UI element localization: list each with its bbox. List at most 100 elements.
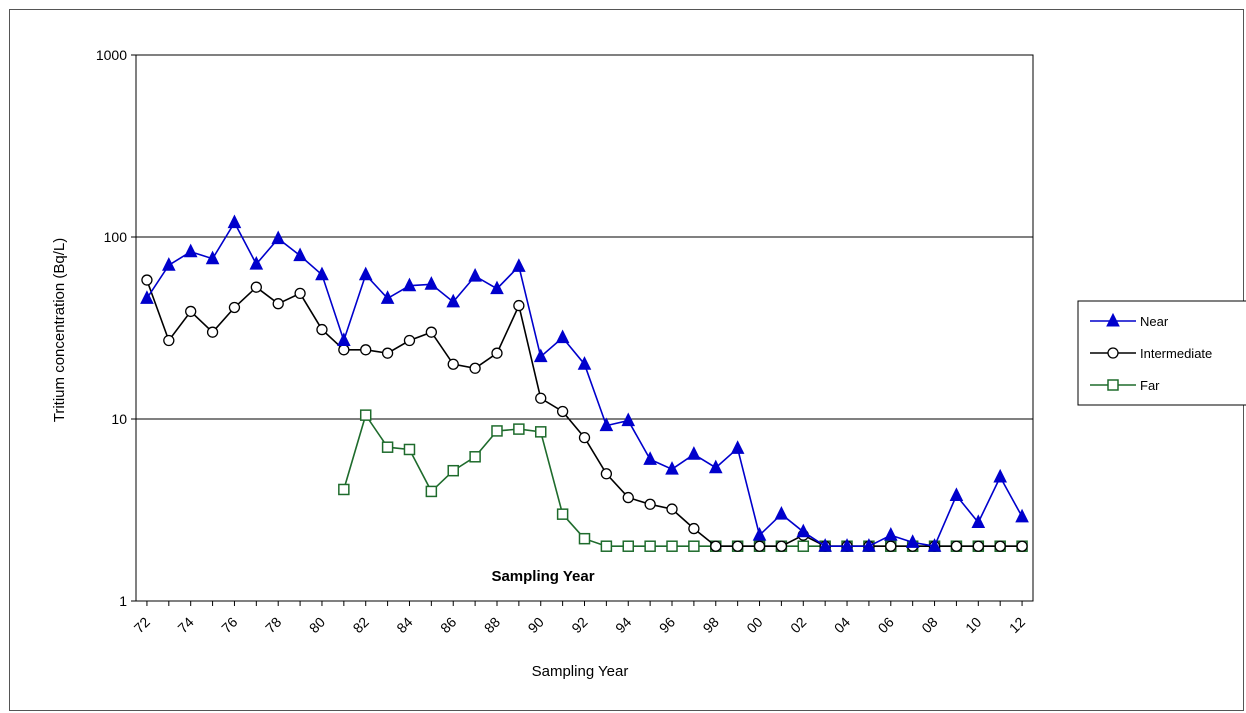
marker-near [446, 293, 461, 308]
marker-far [644, 540, 656, 552]
legend-entry-intermediate: Intermediate [1090, 346, 1212, 361]
marker-near [971, 514, 986, 528]
marker-near [337, 332, 351, 346]
marker-far [513, 423, 525, 435]
marker-intermediate [425, 326, 438, 338]
marker-near [905, 534, 920, 548]
series-intermediate [141, 274, 1028, 552]
marker-intermediate [163, 334, 175, 347]
x-tick-label: 92 [568, 614, 590, 636]
marker-near [249, 255, 264, 270]
marker-far [469, 451, 481, 463]
marker-intermediate [360, 344, 372, 356]
x-tick-label: 04 [831, 614, 853, 636]
marker-far [556, 508, 569, 520]
x-tick-label: 90 [525, 614, 547, 636]
marker-near [818, 538, 832, 552]
marker-near [862, 538, 876, 552]
marker-near [315, 266, 329, 281]
marker-intermediate [972, 540, 984, 552]
marker-far [381, 441, 394, 453]
marker-intermediate [469, 362, 481, 374]
marker-near [162, 257, 176, 271]
legend-label: Near [1140, 314, 1169, 329]
marker-near [621, 412, 636, 427]
x-tick-label: 80 [306, 614, 328, 636]
x-tick-label: 88 [481, 614, 503, 636]
x-tick-label: 10 [962, 614, 984, 636]
marker-near [140, 290, 154, 304]
marker-intermediate [885, 540, 897, 552]
marker-intermediate [578, 431, 591, 444]
marker-far [622, 540, 635, 552]
marker-intermediate [250, 281, 262, 293]
y-tick-label: 10 [111, 411, 127, 427]
plot-area-border [135, 54, 1034, 602]
marker-near [358, 266, 373, 281]
x-tick-label: 82 [350, 614, 372, 636]
series-near [140, 214, 1029, 552]
chart-frame [9, 9, 1244, 711]
marker-near [840, 538, 854, 552]
x-tick-label: 86 [437, 614, 459, 636]
x-tick-label: 02 [787, 614, 809, 636]
y-tick-label: 1000 [96, 47, 127, 63]
marker-near [555, 329, 570, 344]
marker-intermediate [1107, 347, 1119, 359]
marker-intermediate [950, 540, 963, 552]
marker-far [534, 426, 547, 438]
marker-far [797, 540, 810, 552]
marker-intermediate [403, 334, 416, 347]
marker-near [183, 243, 198, 258]
marker-intermediate [731, 540, 744, 552]
marker-far [688, 540, 700, 552]
x-tick-label: 94 [612, 614, 634, 636]
marker-far [425, 485, 438, 498]
marker-far [359, 409, 372, 421]
x-tick-label: 84 [393, 614, 415, 636]
marker-intermediate [141, 274, 153, 286]
marker-intermediate [272, 298, 284, 310]
marker-far [403, 443, 416, 456]
axes [131, 54, 1023, 606]
marker-near [468, 267, 482, 282]
marker-near [993, 468, 1007, 483]
marker-near [380, 290, 395, 304]
marker-intermediate [666, 503, 678, 515]
marker-intermediate [381, 347, 394, 359]
legend-entry-near: Near [1090, 312, 1169, 329]
legend: Near Intermediate Far [1077, 300, 1246, 406]
marker-near [577, 356, 592, 370]
marker-intermediate [294, 287, 306, 300]
marker-near [512, 258, 526, 272]
marker-near [949, 487, 964, 501]
series-line-intermediate [146, 279, 1023, 548]
marker-near [883, 527, 898, 541]
x-tick-label: 12 [1006, 614, 1028, 636]
x-tick-label: 00 [743, 614, 765, 636]
marker-near [271, 230, 286, 245]
marker-intermediate [994, 540, 1006, 552]
marker-intermediate [688, 522, 700, 535]
marker-near [665, 461, 679, 475]
y-tick-label: 1 [119, 593, 127, 609]
marker-near [402, 277, 417, 292]
marker-near [730, 440, 745, 454]
marker-near [927, 538, 942, 552]
marker-near [533, 348, 548, 363]
marker-intermediate [338, 344, 350, 356]
series-line-far [343, 413, 1023, 548]
marker-intermediate [316, 323, 328, 336]
x-tick-labels: 72 74 76 78 80 82 84 86 88 90 92 94 96 98 00 02 04 06 08 10… [131, 614, 1029, 636]
gridlines [135, 54, 1034, 602]
marker-near [490, 280, 504, 295]
series-line-near [146, 220, 1023, 548]
plot-annotation: Sampling Year [491, 568, 594, 585]
marker-near [774, 506, 789, 520]
marker-near [752, 527, 767, 541]
marker-near [643, 451, 657, 465]
marker-intermediate [447, 358, 459, 370]
marker-far [1107, 379, 1119, 391]
marker-far [666, 540, 678, 552]
marker-intermediate [491, 347, 503, 359]
